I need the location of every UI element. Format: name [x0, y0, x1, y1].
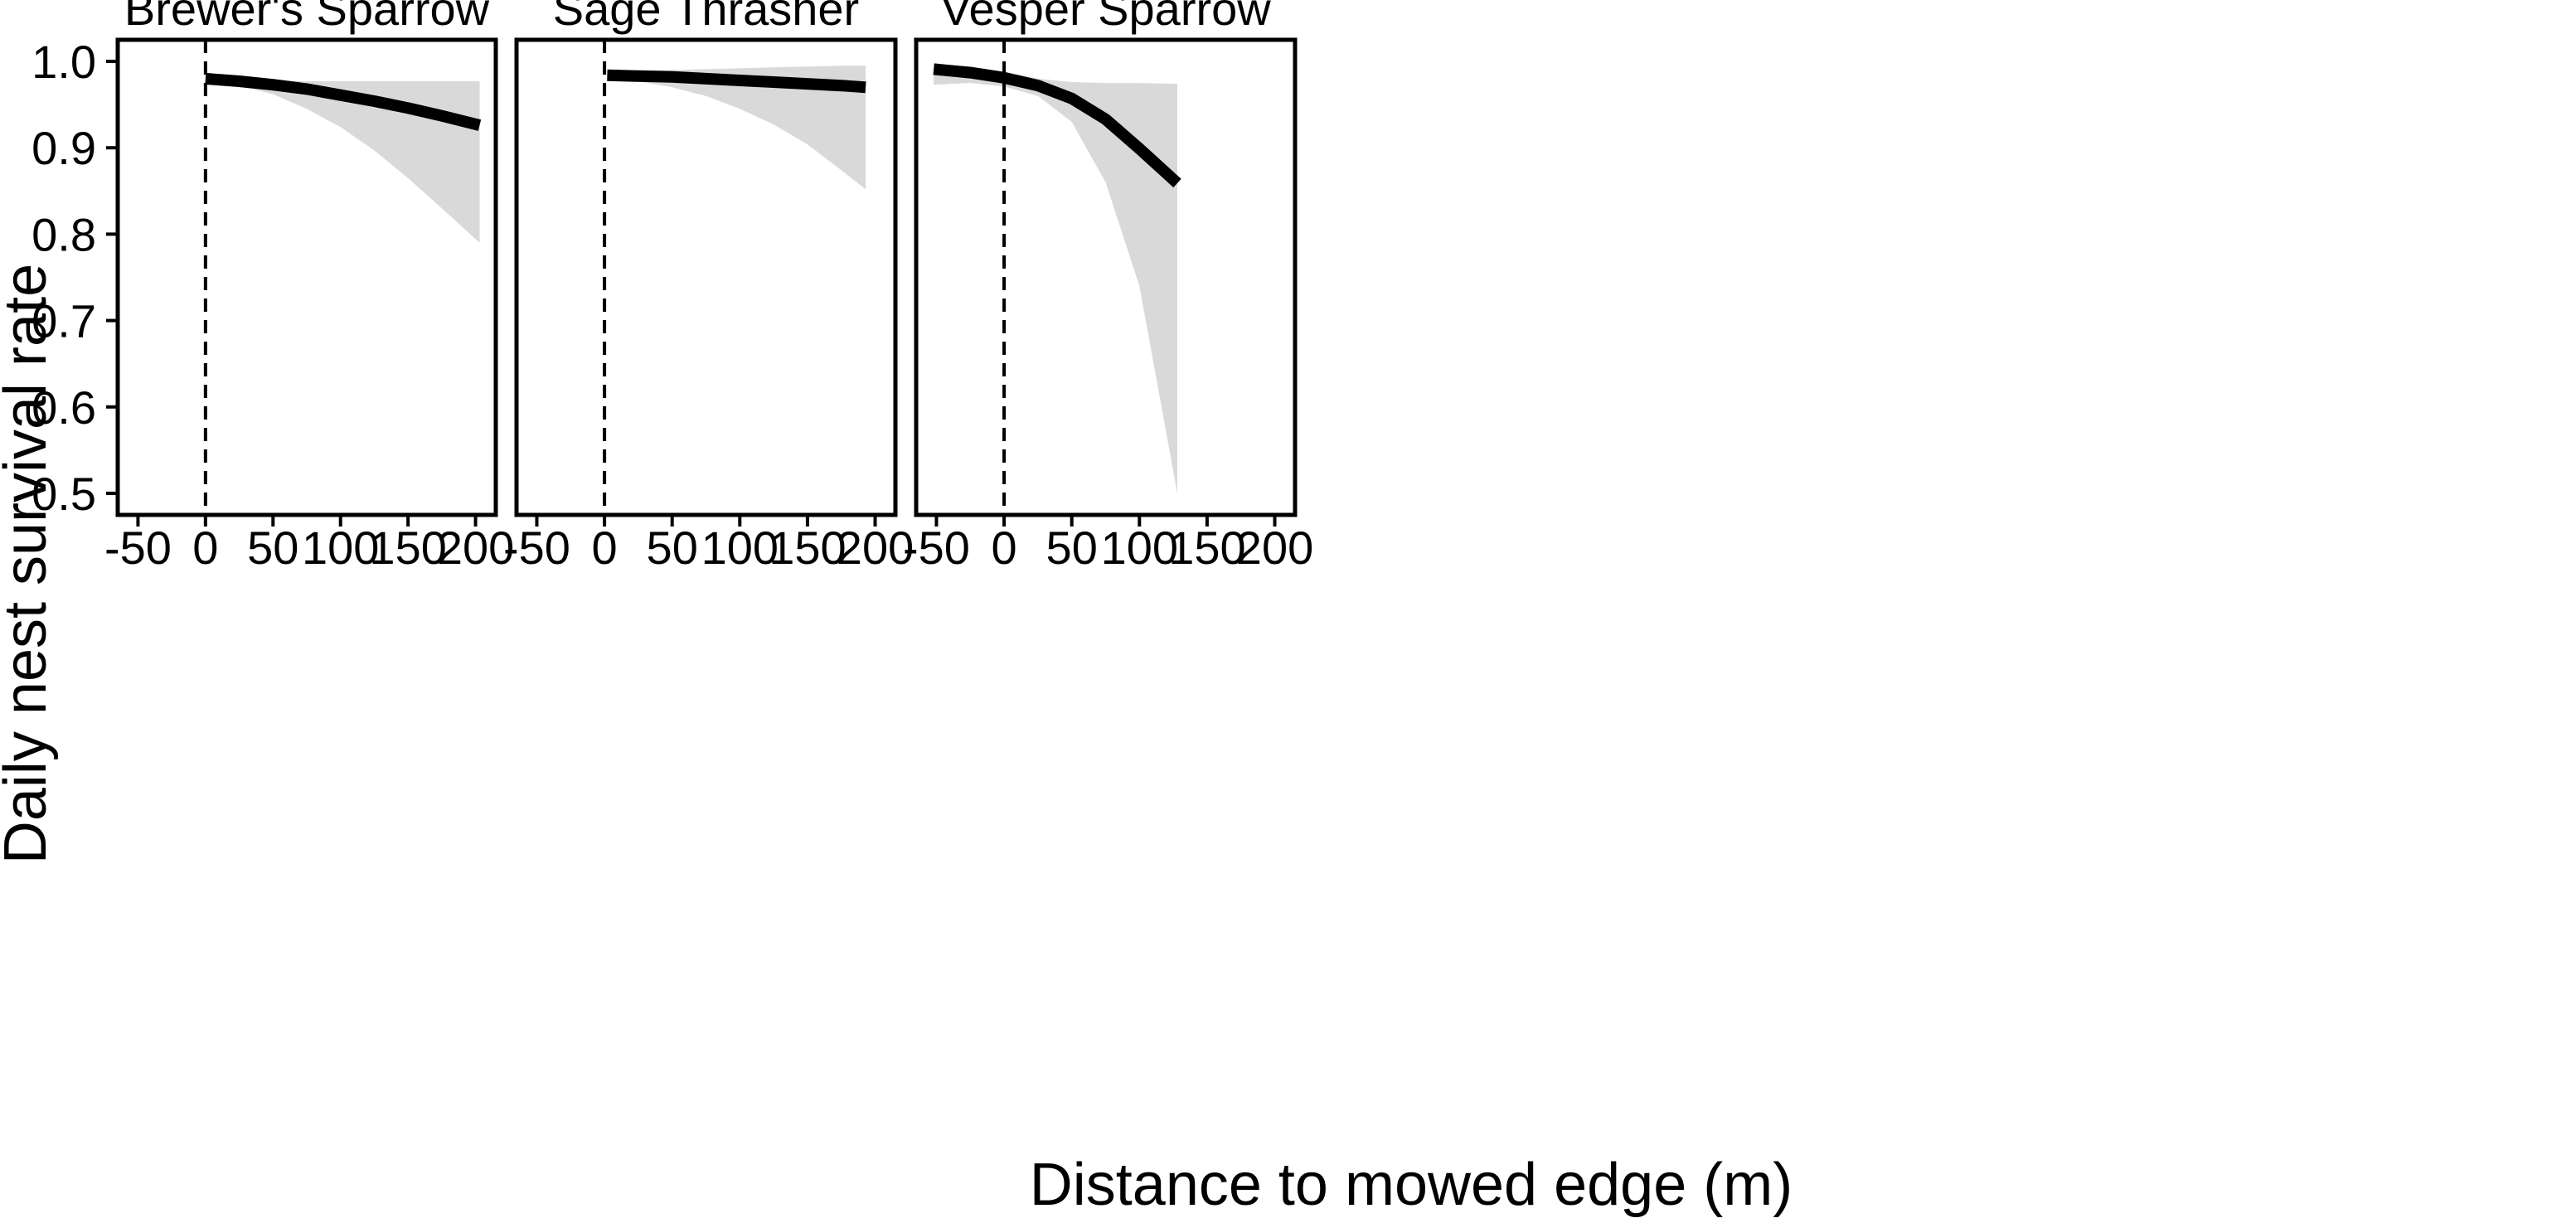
confidence-band	[205, 76, 480, 243]
x-tick-label: 150	[769, 522, 846, 574]
x-tick-label: -50	[104, 522, 172, 574]
x-tick-label: 200	[1236, 522, 1313, 574]
panel-title: Vesper Sparrow	[940, 0, 1271, 35]
x-tick-label: 0	[592, 522, 618, 574]
survival-line	[933, 63, 1181, 188]
x-tick-label: 200	[437, 522, 514, 574]
panel-frame	[914, 37, 1298, 517]
x-tick-label: 150	[1168, 522, 1245, 574]
panel-frame	[115, 37, 498, 517]
y-tick-label: 0.6	[32, 381, 96, 434]
x-tick-label: 100	[701, 522, 779, 574]
x-tick-label: 150	[369, 522, 446, 574]
x-tick-label: 100	[302, 522, 379, 574]
x-tick-label: 0	[992, 522, 1017, 574]
x-tick-label: 50	[247, 522, 298, 574]
x-tick-label: 0	[192, 522, 218, 574]
panel-title: Brewer's Sparrow	[124, 0, 490, 35]
y-tick-label: 0.5	[32, 468, 96, 520]
x-axis-label: Distance to mowed edge (m)	[1030, 1152, 1793, 1218]
confidence-band	[607, 66, 866, 190]
y-tick-label: 1.0	[32, 36, 96, 88]
panels: Brewer's Sparrow-50 0 50 1001502000.50.60.7…	[32, 0, 1313, 574]
confidence-band	[934, 65, 1177, 493]
y-axis-label: Daily nest survival rate	[0, 264, 59, 864]
y-tick-label: 0.9	[32, 122, 96, 174]
survival-line	[607, 69, 866, 94]
y-tick-label: 0.8	[32, 208, 96, 260]
panel-title: Sage Thrasher	[553, 0, 859, 35]
x-tick-label: 200	[837, 522, 914, 574]
y-tick-label: 0.7	[32, 295, 96, 347]
x-tick-label: -50	[503, 522, 570, 574]
x-tick-label: 50	[1046, 522, 1098, 574]
x-tick-label: 50	[647, 522, 698, 574]
survival-line	[205, 72, 482, 131]
panel-frame	[514, 37, 898, 517]
x-tick-label: 100	[1101, 522, 1178, 574]
x-tick-label: -50	[903, 522, 970, 574]
